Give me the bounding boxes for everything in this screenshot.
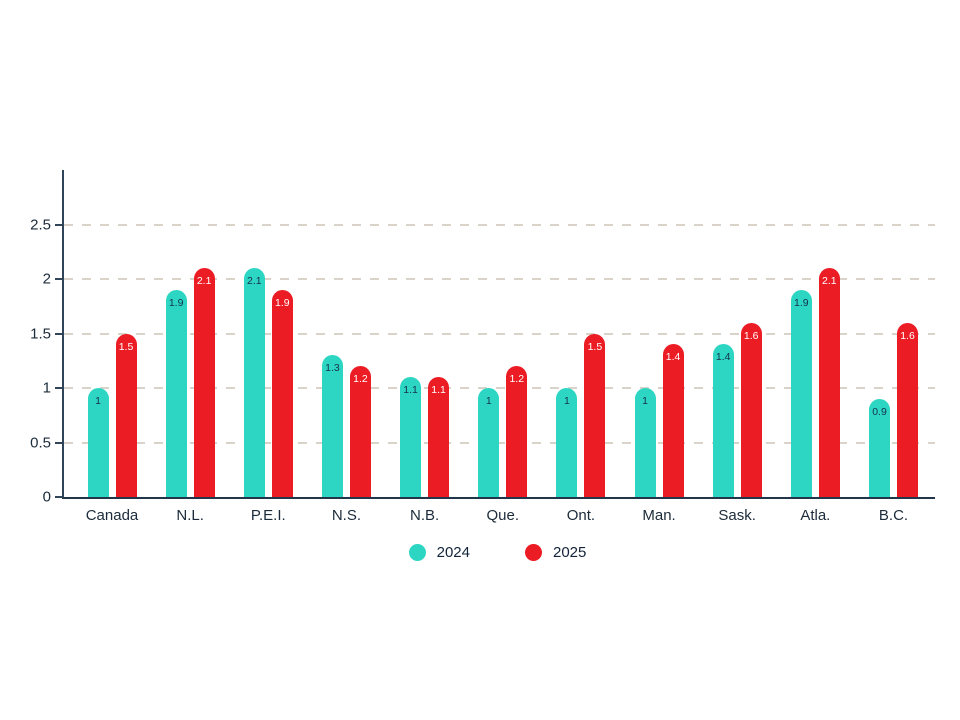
bar-2025-ns: 1.2 (349, 366, 371, 497)
bar-value-label: 1.6 (900, 329, 915, 342)
y-axis-tick (55, 278, 63, 280)
bar-value-label: 1.4 (665, 351, 681, 364)
x-category-label: Canada (85, 507, 139, 524)
y-axis-tick (55, 496, 63, 498)
x-category-label: Ont. (566, 507, 596, 524)
gridline (64, 387, 935, 389)
gridline (64, 223, 935, 226)
legend-item-2024: 2024 (408, 544, 470, 561)
bar-2024-bc: 0.9 (869, 398, 890, 497)
bar-value-label: 1.5 (118, 340, 134, 353)
legend: 2024 2025 (62, 544, 933, 561)
bar-2025-nl: 2.1 (193, 268, 215, 497)
legend-label: 2024 (436, 544, 470, 561)
bar-value-label: 1.4 (715, 351, 731, 364)
bar-value-label: 0.9 (872, 405, 887, 418)
x-category-label: Atla. (800, 507, 831, 524)
bar-2024-sask: 1.4 (712, 344, 734, 497)
y-tick-label: 2 (42, 270, 51, 288)
bar-value-label: 1.5 (587, 340, 603, 353)
bar-value-label: 2.1 (196, 275, 212, 288)
bar-2024-nl: 1.9 (165, 289, 187, 497)
x-category-label: N.S. (331, 507, 362, 524)
bar-2024-man: 1 (634, 388, 656, 497)
bar-value-label: 2.1 (822, 275, 837, 288)
bar-value-label: 1.1 (431, 384, 446, 397)
y-tick-label: 2.5 (30, 216, 51, 233)
legend-label: 2025 (553, 544, 587, 561)
plot-area: 0 0.5 1 1.5 2 2.5 1 1.5 Canada 1.9 2.1 N.L. 2.1 1.9 P.… (30, 170, 935, 524)
bar-2024-atla: 1.9 (790, 289, 812, 497)
x-category-label: N.L. (176, 507, 204, 524)
legend-item-2025: 2025 (525, 544, 586, 561)
bar-value-label: 1 (563, 395, 570, 407)
bar-2025-canada: 1.5 (115, 333, 137, 497)
bar-value-label: 1.2 (353, 373, 368, 386)
y-tick-label: 1.5 (30, 325, 51, 342)
bar-2025-man: 1.4 (662, 344, 684, 497)
bar-value-label: 1.1 (403, 384, 418, 397)
bar-value-label: 1 (642, 395, 648, 407)
bar-2024-ont: 1 (556, 388, 578, 497)
bar-value-label: 1.9 (794, 296, 809, 309)
bar-value-label: 1.3 (325, 362, 340, 375)
legend-dot-icon (525, 544, 542, 561)
bar-value-label: 1.9 (274, 296, 290, 309)
bar-value-label: 1 (95, 395, 101, 407)
bar-2025-que: 1.2 (506, 366, 528, 497)
y-axis-tick (55, 332, 63, 335)
x-category-label: Man. (642, 507, 676, 524)
bar-2024-ns: 1.3 (321, 355, 343, 497)
gridline (64, 278, 935, 280)
bar-2025-bc: 1.6 (897, 322, 918, 497)
bar-2025-nb: 1.1 (428, 377, 450, 497)
x-category-label: Sask. (718, 507, 756, 524)
bar-2025-atla: 2.1 (818, 268, 840, 497)
bar-value-label: 1 (485, 395, 492, 407)
legend-dot-icon (408, 544, 426, 561)
y-axis-tick (55, 223, 63, 226)
bar-2024-canada: 1 (87, 388, 109, 497)
bar-value-label: 1.9 (168, 296, 184, 309)
x-category-label: B.C. (878, 507, 909, 524)
y-tick-label: 1 (42, 379, 51, 397)
bar-2024-pei: 2.1 (243, 268, 265, 497)
y-axis-tick (55, 441, 63, 444)
bar-value-label: 2.1 (246, 275, 262, 288)
gridline (64, 332, 935, 335)
bar-2024-que: 1 (478, 388, 500, 497)
y-tick-label: 0 (42, 488, 51, 506)
bar-value-label: 1.2 (509, 373, 525, 386)
x-category-label: Que. (486, 507, 520, 524)
x-category-label: P.E.I. (250, 507, 286, 524)
bar-2025-ont: 1.5 (584, 333, 606, 497)
bar-value-label: 1.6 (743, 329, 759, 342)
bar-2025-sask: 1.6 (740, 322, 762, 497)
bar-2025-pei: 1.9 (271, 289, 293, 497)
y-tick-label: 0.5 (30, 434, 51, 451)
bar-2024-nb: 1.1 (400, 377, 422, 497)
gridline (64, 441, 935, 444)
x-category-label: N.B. (410, 507, 440, 524)
y-axis-tick (55, 387, 63, 389)
